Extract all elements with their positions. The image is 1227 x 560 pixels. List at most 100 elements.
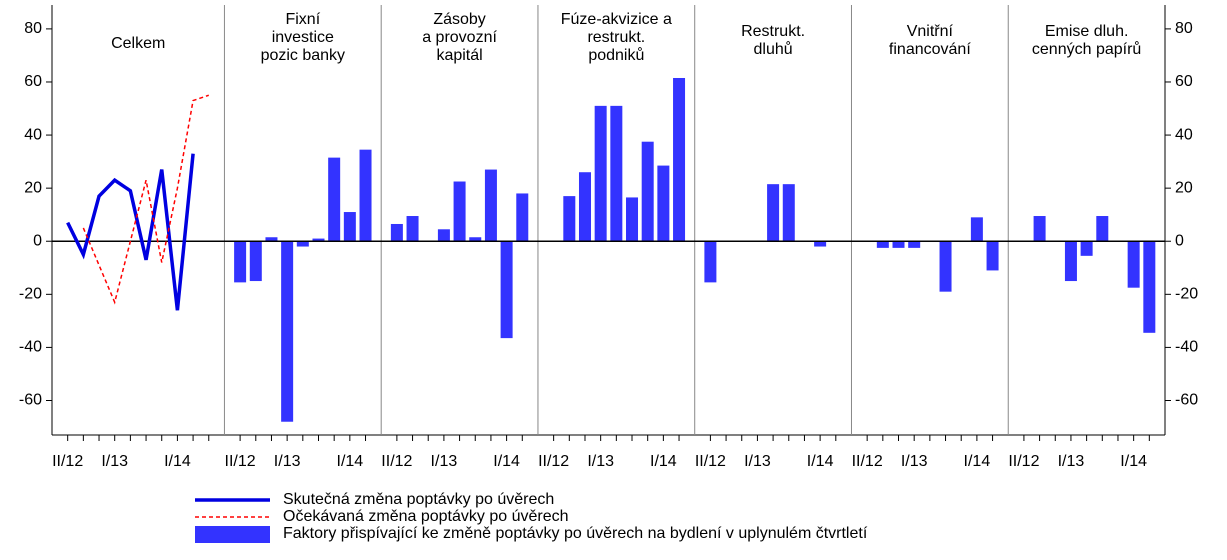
bar bbox=[390, 223, 403, 242]
bar bbox=[657, 165, 670, 242]
x-tick-label: II/12 bbox=[381, 453, 412, 470]
panel-title: financování bbox=[889, 41, 971, 58]
y-tick-label: -60 bbox=[19, 392, 42, 409]
panel-title: Emise dluh. bbox=[1045, 23, 1129, 40]
y-tick-label: 80 bbox=[24, 20, 42, 37]
panel-title: dluhů bbox=[754, 40, 793, 58]
x-tick-label: I/13 bbox=[431, 453, 458, 470]
legend-label: Očekávaná změna poptávky po úvěrech bbox=[283, 508, 569, 525]
bar bbox=[610, 105, 623, 242]
panel-title: cenných papírů bbox=[1032, 40, 1141, 58]
x-tick-label: II/12 bbox=[695, 453, 726, 470]
x-tick-label: II/12 bbox=[538, 453, 569, 470]
bar bbox=[281, 241, 294, 422]
panel-title: Celkem bbox=[111, 35, 165, 52]
x-tick-label: I/13 bbox=[901, 453, 928, 470]
bar bbox=[453, 181, 466, 242]
y2-tick-label: 20 bbox=[1175, 179, 1193, 196]
bar bbox=[578, 172, 591, 242]
bar bbox=[626, 197, 639, 242]
bar bbox=[343, 212, 356, 242]
x-tick-label: II/12 bbox=[852, 453, 883, 470]
bar bbox=[908, 241, 921, 248]
legend-swatch bbox=[195, 526, 270, 543]
x-tick-label: II/12 bbox=[225, 453, 256, 470]
bar bbox=[312, 238, 325, 242]
y2-tick-label: -60 bbox=[1175, 392, 1198, 409]
bar bbox=[1127, 241, 1140, 288]
bar bbox=[265, 237, 278, 242]
y-tick-label: -40 bbox=[19, 339, 42, 356]
panel-title: kapitál bbox=[436, 47, 482, 64]
x-tick-label: I/14 bbox=[964, 453, 991, 470]
x-tick-label: I/13 bbox=[101, 453, 128, 470]
line bbox=[66, 153, 195, 311]
legend-label: Faktory přispívající ke změně poptávky p… bbox=[283, 525, 868, 542]
y2-tick-label: 0 bbox=[1175, 232, 1184, 249]
bar bbox=[876, 241, 889, 248]
panel-title: Zásoby bbox=[433, 11, 485, 28]
panel-title: investice bbox=[272, 29, 334, 46]
bar bbox=[939, 241, 952, 292]
bar bbox=[1143, 241, 1156, 333]
bar bbox=[1080, 241, 1093, 256]
x-tick-label: I/13 bbox=[744, 453, 771, 470]
bar bbox=[814, 241, 827, 247]
y2-tick-label: 80 bbox=[1175, 20, 1193, 37]
panel-title: Restrukt. bbox=[741, 23, 805, 40]
x-tick-label: II/12 bbox=[1008, 453, 1039, 470]
x-tick-label: I/13 bbox=[274, 453, 301, 470]
x-tick-label: I/14 bbox=[337, 453, 364, 470]
panel-title: Fixní bbox=[285, 11, 320, 28]
y-tick-label: 0 bbox=[33, 232, 42, 249]
y-tick-label: 60 bbox=[24, 73, 42, 90]
bar bbox=[1033, 216, 1046, 242]
bar bbox=[704, 241, 717, 283]
bar bbox=[484, 169, 497, 242]
bar bbox=[249, 241, 262, 282]
bar bbox=[970, 217, 983, 242]
bar bbox=[782, 184, 795, 242]
bar bbox=[516, 193, 529, 242]
panel-title: Fúze-akvizice a bbox=[561, 11, 672, 28]
bar bbox=[1064, 241, 1077, 282]
bar bbox=[500, 241, 513, 339]
y-tick-label: 20 bbox=[24, 179, 42, 196]
x-tick-label: I/14 bbox=[650, 453, 677, 470]
bar bbox=[328, 157, 341, 242]
y-tick-label: 40 bbox=[24, 126, 42, 143]
panel-title: a provozní bbox=[422, 29, 497, 46]
panel-title: pozic banky bbox=[261, 47, 346, 64]
x-tick-label: I/14 bbox=[807, 453, 834, 470]
x-tick-label: I/14 bbox=[1120, 453, 1147, 470]
x-tick-label: I/13 bbox=[1058, 453, 1085, 470]
bar bbox=[563, 196, 576, 242]
bar bbox=[673, 77, 686, 242]
x-tick-label: II/12 bbox=[52, 453, 83, 470]
line bbox=[82, 94, 210, 305]
x-tick-label: I/14 bbox=[164, 453, 191, 470]
bar bbox=[892, 241, 905, 248]
bar bbox=[767, 184, 780, 242]
bar bbox=[359, 149, 372, 242]
bar bbox=[296, 241, 309, 247]
bar bbox=[1096, 216, 1109, 242]
y2-tick-label: 40 bbox=[1175, 126, 1193, 143]
bar bbox=[986, 241, 999, 271]
y2-tick-label: -40 bbox=[1175, 339, 1198, 356]
legend-label: Skutečná změna poptávky po úvěrech bbox=[283, 491, 554, 508]
panel-title: Vnitřní bbox=[907, 23, 954, 40]
bar bbox=[437, 229, 450, 242]
bar bbox=[469, 237, 482, 242]
bar bbox=[234, 241, 247, 283]
bar bbox=[594, 105, 607, 242]
bar bbox=[406, 216, 419, 242]
bar bbox=[641, 141, 654, 242]
x-tick-label: I/14 bbox=[493, 453, 520, 470]
panel-title: restrukt. bbox=[587, 29, 645, 46]
y-tick-label: -20 bbox=[19, 286, 42, 303]
y2-tick-label: 60 bbox=[1175, 73, 1193, 90]
y2-tick-label: -20 bbox=[1175, 286, 1198, 303]
x-tick-label: I/13 bbox=[587, 453, 614, 470]
